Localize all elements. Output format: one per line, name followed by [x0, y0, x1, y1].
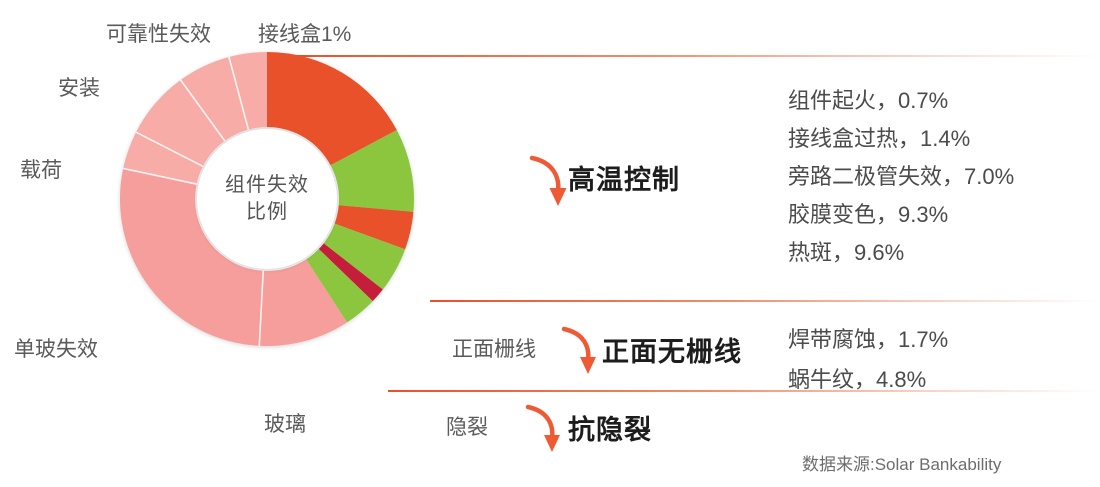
donut-svg — [120, 52, 414, 346]
slice-junction-box — [228, 52, 267, 130]
curved-arrow-icon — [529, 155, 567, 206]
slice-film-discoloration — [330, 130, 414, 212]
slice-separator — [228, 56, 250, 130]
solution-no-front-grid: 正面无栅线 — [602, 337, 742, 367]
detail-list-heat-control: 组件起火，0.7% 接线盒过热，1.4% 旁路二极管失效，7.0% 胶膜变色，9… — [788, 82, 1014, 272]
donut-center-label: 组件失效 比例 — [197, 129, 337, 269]
center-line-1: 组件失效 — [225, 174, 309, 196]
curved-arrow-icon — [561, 326, 596, 374]
donut-chart: 组件失效 比例 — [120, 52, 414, 346]
slice-install — [136, 80, 225, 167]
slice-glass — [259, 259, 348, 346]
label-load: 载荷 — [20, 159, 62, 182]
slice-heat-top — [267, 52, 397, 166]
label-reliability-failure: 可靠性失效 — [106, 23, 211, 46]
slice-single-glass-failure — [120, 168, 264, 346]
slice-ribbon-corrosion — [306, 249, 373, 323]
slice-reliability-failure — [180, 57, 249, 141]
label-junction-box: 接线盒1% — [258, 23, 352, 46]
divider-line-top — [290, 55, 1100, 57]
slice-separator — [258, 270, 265, 346]
divider-line-middle — [430, 300, 1100, 302]
slice-separator — [179, 79, 226, 142]
detail-item: 蜗牛纹，4.8% — [788, 367, 927, 392]
slice-module-fire — [318, 243, 383, 302]
slice-load — [123, 132, 203, 185]
center-line-2: 比例 — [246, 201, 288, 223]
detail-item: 焊带腐蚀，1.7% — [788, 327, 949, 352]
curved-arrow-icon — [525, 404, 560, 452]
label-glass: 玻璃 — [264, 413, 306, 436]
label-install: 安装 — [58, 77, 100, 100]
detail-item: 旁路二极管失效，7.0% — [788, 164, 1015, 189]
slice-snail-trail — [323, 223, 406, 290]
slice-jbox-overheat — [334, 205, 414, 250]
detail-item: 接线盒过热，1.4% — [788, 126, 971, 151]
label-micro-crack: 隐裂 — [446, 416, 488, 439]
label-single-glass-failure: 单玻失效 — [14, 338, 98, 361]
detail-item: 热斑，9.6% — [788, 240, 905, 265]
slice-separator — [135, 131, 204, 168]
detail-list-front-grid: 焊带腐蚀，1.7% 蜗牛纹，4.8% — [788, 320, 948, 400]
divider-line-bottom — [388, 390, 1100, 392]
detail-item: 组件起火，0.7% — [788, 88, 949, 113]
solution-heat-control: 高温控制 — [568, 165, 680, 195]
data-source-note: 数据来源:Solar Bankability — [802, 455, 1002, 474]
detail-item: 胶膜变色，9.3% — [788, 202, 949, 227]
label-front-grid: 正面栅线 — [452, 338, 536, 361]
slice-separator — [123, 167, 197, 185]
solution-anti-crack: 抗隐裂 — [568, 415, 652, 445]
